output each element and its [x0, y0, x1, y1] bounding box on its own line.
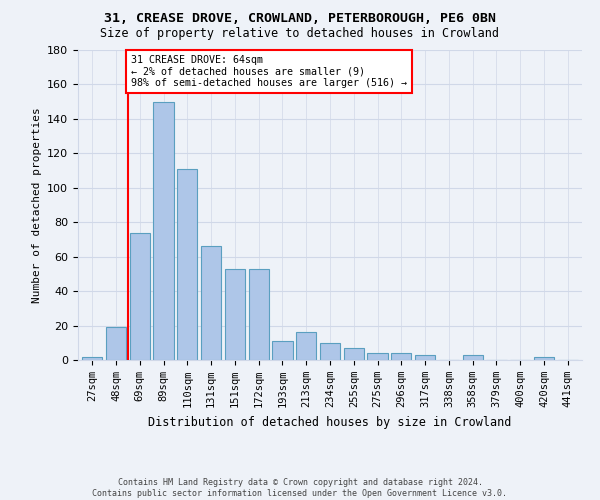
- Bar: [534, 356, 554, 360]
- Text: Contains HM Land Registry data © Crown copyright and database right 2024.
Contai: Contains HM Land Registry data © Crown c…: [92, 478, 508, 498]
- Bar: [296, 332, 316, 360]
- Text: 31, CREASE DROVE, CROWLAND, PETERBOROUGH, PE6 0BN: 31, CREASE DROVE, CROWLAND, PETERBOROUGH…: [104, 12, 496, 26]
- Bar: [344, 348, 364, 360]
- X-axis label: Distribution of detached houses by size in Crowland: Distribution of detached houses by size …: [148, 416, 512, 428]
- Text: Size of property relative to detached houses in Crowland: Size of property relative to detached ho…: [101, 28, 499, 40]
- Bar: [367, 353, 388, 360]
- Bar: [391, 353, 412, 360]
- Bar: [463, 355, 483, 360]
- Bar: [130, 232, 150, 360]
- Y-axis label: Number of detached properties: Number of detached properties: [32, 107, 41, 303]
- Bar: [177, 169, 197, 360]
- Bar: [415, 355, 435, 360]
- Bar: [272, 341, 293, 360]
- Bar: [154, 102, 173, 360]
- Bar: [82, 356, 103, 360]
- Bar: [248, 268, 269, 360]
- Text: 31 CREASE DROVE: 64sqm
← 2% of detached houses are smaller (9)
98% of semi-detac: 31 CREASE DROVE: 64sqm ← 2% of detached …: [131, 55, 407, 88]
- Bar: [201, 246, 221, 360]
- Bar: [225, 268, 245, 360]
- Bar: [320, 343, 340, 360]
- Bar: [106, 328, 126, 360]
